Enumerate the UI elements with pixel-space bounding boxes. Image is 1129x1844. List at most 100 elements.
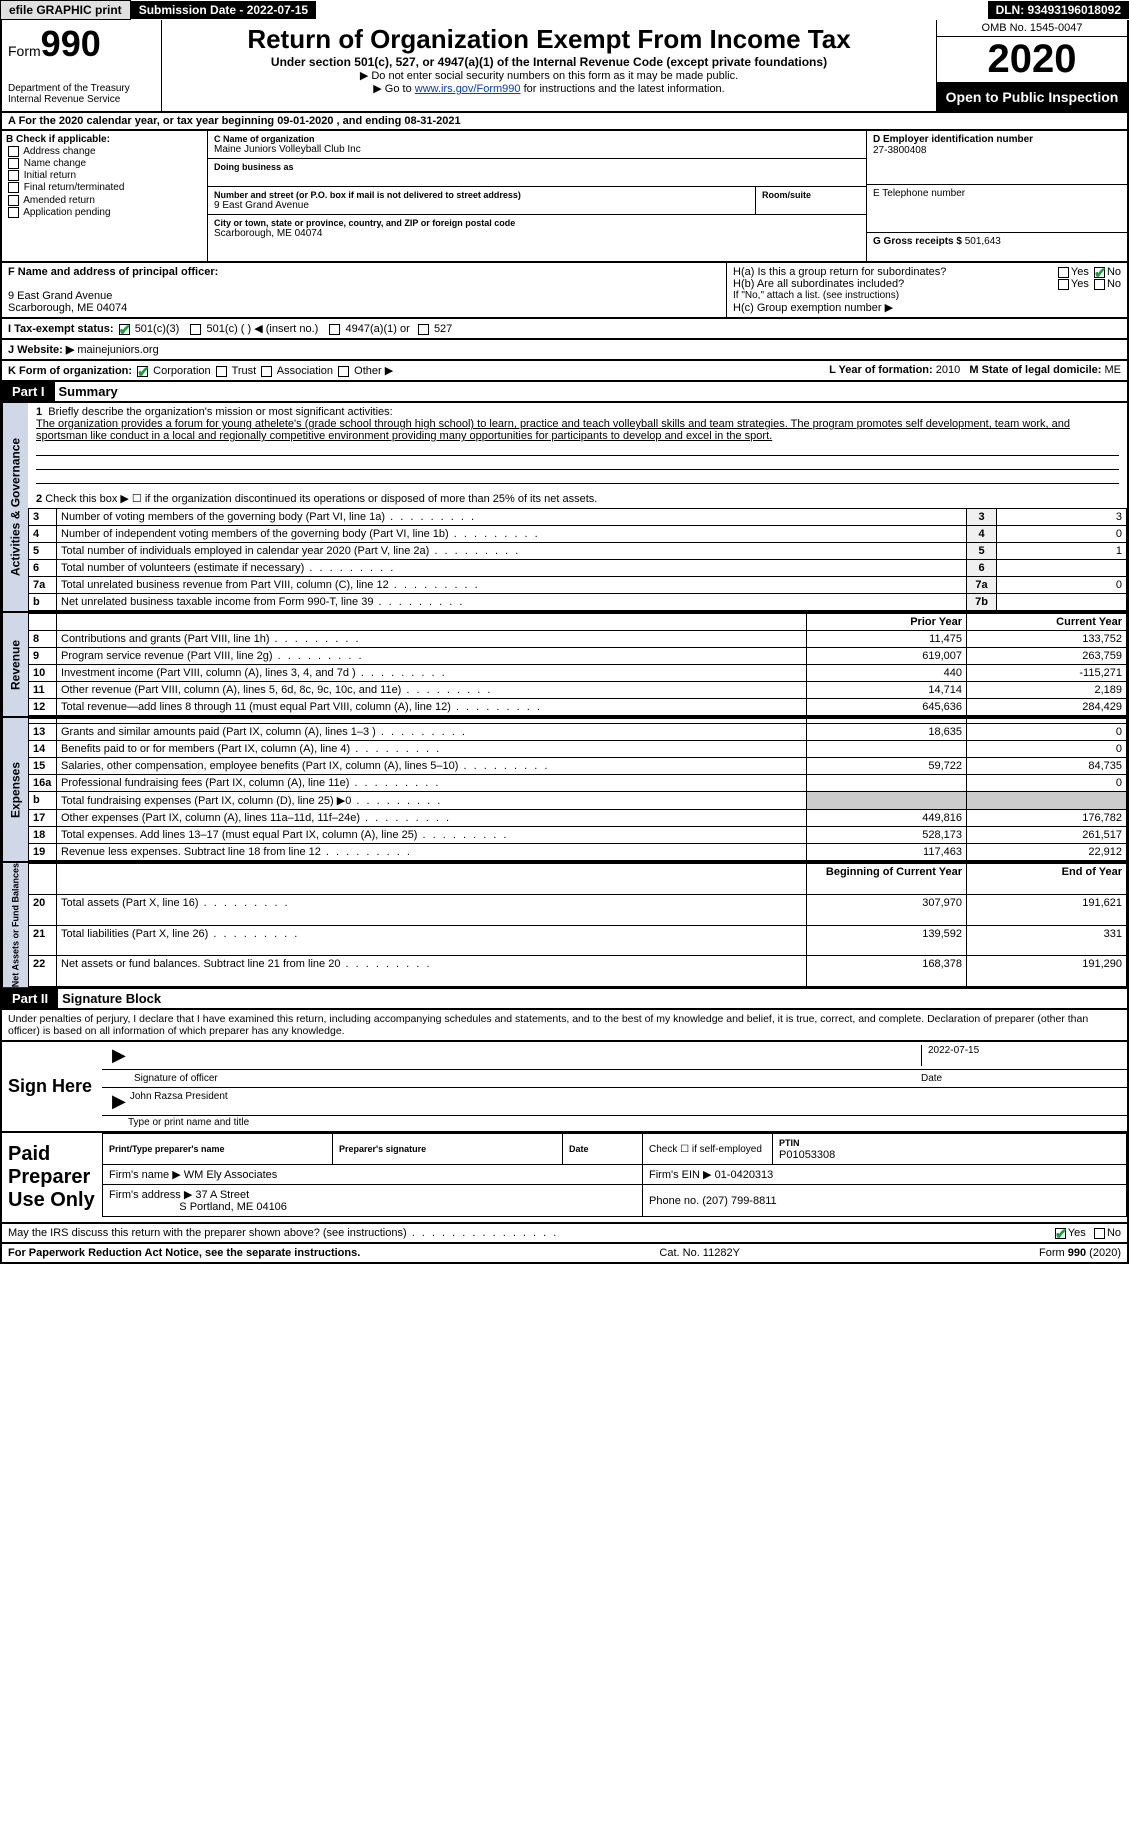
paid-preparer-block: Paid Preparer Use Only Print/Type prepar… (0, 1133, 1129, 1224)
tab-netassets: Net Assets or Fund Balances (2, 863, 28, 987)
cb-other[interactable] (338, 366, 349, 377)
cb-trust[interactable] (216, 366, 227, 377)
may-irs-row: May the IRS discuss this return with the… (0, 1224, 1129, 1244)
mission-box: 1 Briefly describe the organization's mi… (28, 403, 1127, 489)
table-header: Prior YearCurrent Year (29, 614, 1127, 631)
part-i-header: Part I Summary (0, 382, 1129, 403)
netassets-block: Net Assets or Fund Balances Beginning of… (0, 863, 1129, 989)
firm-name: WM Ely Associates (184, 1169, 278, 1181)
street-value: 9 East Grand Avenue (214, 200, 749, 211)
ha-label: H(a) Is this a group return for subordin… (733, 266, 946, 278)
arrow-icon-2: ▶ (108, 1091, 130, 1112)
hb-note: If "No," attach a list. (see instruction… (733, 290, 1121, 301)
cb-association[interactable] (261, 366, 272, 377)
tab-governance: Activities & Governance (2, 403, 28, 611)
table-row: 17Other expenses (Part IX, column (A), l… (29, 810, 1127, 827)
cb-527[interactable] (418, 324, 429, 335)
hb-yes[interactable] (1058, 279, 1069, 290)
table-row: 18Total expenses. Add lines 13–17 (must … (29, 827, 1127, 844)
dept-treasury: Department of the Treasury Internal Reve… (8, 83, 155, 105)
table-row: 20Total assets (Part X, line 16)307,9701… (29, 894, 1127, 925)
j-label: J Website: ▶ (8, 344, 74, 356)
table-row: 14Benefits paid to or for members (Part … (29, 741, 1127, 758)
cb-amended[interactable]: Amended return (6, 195, 203, 206)
revenue-block: Revenue Prior YearCurrent Year8Contribut… (0, 613, 1129, 718)
firm-phone: (207) 799-8811 (702, 1195, 776, 1207)
form-title: Return of Organization Exempt From Incom… (170, 24, 928, 55)
col-c-org: C Name of organization Maine Juniors Vol… (208, 131, 867, 261)
cb-initial-return[interactable]: Initial return (6, 170, 203, 181)
h-group-return: H(a) Is this a group return for subordin… (727, 263, 1127, 317)
hb-label: H(b) Are all subordinates included? (733, 278, 904, 290)
firm-phone-label: Phone no. (649, 1195, 699, 1207)
website-value: mainejuniors.org (77, 344, 158, 356)
submission-date: Submission Date - 2022-07-15 (131, 1, 316, 19)
mayirs-no[interactable] (1094, 1228, 1105, 1239)
q2-text: Check this box ▶ ☐ if the organization d… (45, 493, 597, 505)
expenses-block: Expenses 13Grants and similar amounts pa… (0, 718, 1129, 863)
table-row: 13Grants and similar amounts paid (Part … (29, 724, 1127, 741)
efile-print-button[interactable]: efile GRAPHIC print (0, 0, 131, 20)
firm-ein: 01-0420313 (715, 1169, 774, 1181)
section-bcd: B Check if applicable: Address change Na… (0, 131, 1129, 263)
top-bar: efile GRAPHIC print Submission Date - 20… (0, 0, 1129, 20)
mayirs-yes[interactable] (1055, 1228, 1066, 1239)
principal-officer: F Name and address of principal officer:… (2, 263, 727, 317)
cb-final-return[interactable]: Final return/terminated (6, 182, 203, 193)
q2-row: 2 Check this box ▶ ☐ if the organization… (28, 489, 1127, 508)
cb-app-pending[interactable]: Application pending (6, 207, 203, 218)
cb-name-change[interactable]: Name change (6, 158, 203, 169)
irs-link[interactable]: www.irs.gov/Form990 (415, 83, 521, 95)
gross-value: 501,643 (965, 236, 1001, 247)
form-header: Form990 Department of the Treasury Inter… (0, 20, 1129, 113)
paid-preparer-table: Print/Type preparer's name Preparer's si… (102, 1133, 1127, 1217)
i-label: I Tax-exempt status: (8, 323, 114, 335)
gross-label: G Gross receipts $ (873, 236, 962, 247)
form-subtitle2: ▶ Do not enter social security numbers o… (170, 69, 928, 82)
l-val: 2010 (936, 364, 960, 376)
hc-label: H(c) Group exemption number ▶ (733, 301, 1121, 314)
firm-addr-label: Firm's address ▶ (109, 1189, 192, 1201)
table-row: 4Number of independent voting members of… (29, 526, 1127, 543)
footer: For Paperwork Reduction Act Notice, see … (0, 1244, 1129, 1264)
k-label: K Form of organization: (8, 365, 132, 377)
ha-yes[interactable] (1058, 267, 1069, 278)
tab-expenses: Expenses (2, 718, 28, 861)
row-klm: K Form of organization: Corporation Trus… (0, 361, 1129, 382)
cb-corporation[interactable] (137, 366, 148, 377)
goto-post: for instructions and the latest informat… (521, 83, 725, 95)
table-row: 5Total number of individuals employed in… (29, 543, 1127, 560)
row-a-text: A For the 2020 calendar year, or tax yea… (8, 115, 461, 127)
f-label: F Name and address of principal officer: (8, 266, 218, 278)
table-header: Beginning of Current YearEnd of Year (29, 864, 1127, 895)
open-to-public: Open to Public Inspection (937, 83, 1127, 111)
firm-addr2: S Portland, ME 04106 (179, 1201, 287, 1213)
ein-value: 27-3800408 (873, 145, 926, 156)
row-j-website: J Website: ▶ mainejuniors.org (0, 340, 1129, 361)
form-subtitle1: Under section 501(c), 527, or 4947(a)(1)… (170, 55, 928, 69)
ha-no[interactable] (1094, 267, 1105, 278)
street-label: Number and street (or P.O. box if mail i… (214, 190, 749, 200)
form-subtitle3: ▶ Go to www.irs.gov/Form990 for instruct… (170, 82, 928, 95)
pp-selfemployed[interactable]: Check ☐ if self-employed (643, 1134, 773, 1165)
part-ii-header: Part II Signature Block (0, 989, 1129, 1010)
cb-501c[interactable] (190, 324, 201, 335)
ptin-label: PTIN (779, 1138, 800, 1148)
cb-address-change[interactable]: Address change (6, 146, 203, 157)
expenses-table: 13Grants and similar amounts paid (Part … (28, 718, 1127, 861)
arrow-icon: ▶ (108, 1045, 130, 1066)
governance-block: Activities & Governance 1 Briefly descri… (0, 403, 1129, 613)
l-label: L Year of formation: (829, 364, 933, 376)
form-word: Form (8, 43, 41, 59)
row-a-taxyear: A For the 2020 calendar year, or tax yea… (0, 113, 1129, 131)
sign-here-label: Sign Here (2, 1042, 102, 1131)
cb-4947[interactable] (329, 324, 340, 335)
table-row: 9Program service revenue (Part VIII, lin… (29, 648, 1127, 665)
table-row: 10Investment income (Part VIII, column (… (29, 665, 1127, 682)
cb-501c3[interactable] (119, 324, 130, 335)
firm-addr1: 37 A Street (195, 1189, 249, 1201)
pp-date-label: Date (569, 1144, 589, 1154)
city-value: Scarborough, ME 04074 (214, 228, 860, 239)
hb-no[interactable] (1094, 279, 1105, 290)
sig-date: 2022-07-15 (921, 1045, 1121, 1066)
